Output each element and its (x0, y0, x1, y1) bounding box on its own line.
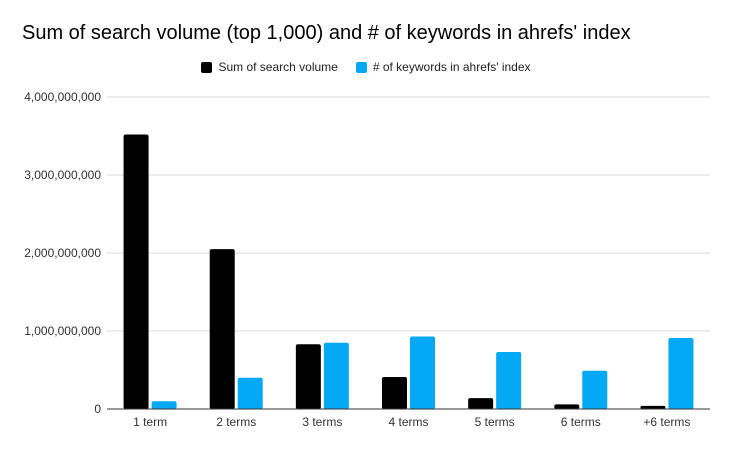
x-tick-label: 1 term (133, 415, 167, 429)
bar-keywords-4 (496, 352, 522, 409)
x-tick-label: +6 terms (643, 415, 690, 429)
bar-search-volume-6 (640, 405, 666, 409)
bar-keywords-5 (582, 370, 608, 409)
bar-search-volume-4 (468, 398, 494, 409)
bar-keywords-0 (151, 401, 177, 409)
y-tick-label: 3,000,000,000 (24, 168, 101, 182)
y-tick-label: 2,000,000,000 (24, 246, 101, 260)
bar-keywords-3 (410, 336, 435, 409)
bar-search-volume-5 (554, 404, 580, 409)
x-axis-tick-labels: 1 term 2 terms 3 terms 4 terms 5 terms 6 term… (133, 415, 690, 429)
y-tick-label: 4,000,000,000 (24, 90, 101, 104)
bars (123, 134, 694, 409)
legend-swatch-search-volume (201, 61, 213, 73)
x-tick-label: 6 terms (561, 415, 601, 429)
y-tick-label: 0 (94, 402, 101, 416)
legend-item-search-volume: Sum of search volume (201, 60, 338, 74)
bar-search-volume-3 (382, 377, 407, 409)
y-axis-tick-labels: 0 1,000,000,000 2,000,000,000 3,000,000,000… (24, 90, 101, 416)
x-tick-label: 3 terms (302, 415, 342, 429)
legend-swatch-keywords (355, 61, 367, 73)
y-tick-label: 1,000,000,000 (24, 324, 101, 338)
x-tick-label: 4 terms (388, 415, 428, 429)
x-tick-label: 5 terms (475, 415, 515, 429)
legend-label-search-volume: Sum of search volume (218, 60, 338, 74)
bar-keywords-2 (323, 342, 349, 409)
bar-keywords-6 (668, 338, 694, 409)
gridlines (107, 96, 710, 332)
legend-label-keywords: # of keywords in ahrefs' index (372, 60, 531, 74)
bar-search-volume-2 (295, 344, 321, 409)
x-tick-label: 2 terms (216, 415, 256, 429)
bar-search-volume-1 (209, 249, 235, 409)
chart-legend: Sum of search volume # of keywords in ah… (0, 60, 732, 74)
bar-keywords-1 (237, 377, 263, 409)
bar-search-volume-0 (123, 134, 149, 409)
legend-item-keywords: # of keywords in ahrefs' index (355, 60, 531, 74)
chart-title: Sum of search volume (top 1,000) and # o… (22, 22, 631, 44)
